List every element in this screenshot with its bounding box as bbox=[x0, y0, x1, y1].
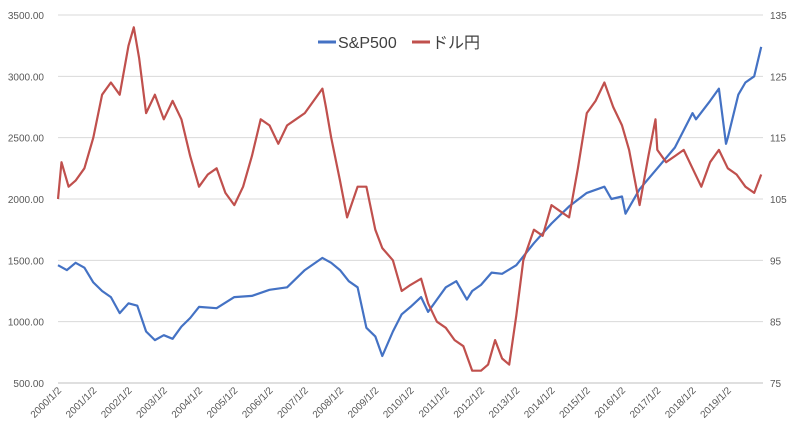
x-tick-label: 2008/1/2 bbox=[311, 385, 347, 421]
x-tick-label: 2004/1/2 bbox=[170, 385, 206, 421]
x-axis: 2000/1/2 2001/1/2 2002/1/2 2003/1/2 2004/1/2… bbox=[29, 382, 763, 421]
x-tick-label: 2015/1/2 bbox=[558, 385, 594, 421]
left-tick-label: 1500.00 bbox=[8, 256, 45, 267]
x-tick-label: 2016/1/2 bbox=[593, 385, 629, 421]
x-tick-label: 2006/1/2 bbox=[240, 385, 276, 421]
x-tick-label: 2018/1/2 bbox=[663, 385, 699, 421]
x-tick-label: 2007/1/2 bbox=[276, 385, 312, 421]
right-y-axis: 75 85 95 105 115 125 135 bbox=[770, 11, 787, 390]
x-tick-label: 2011/1/2 bbox=[417, 385, 452, 420]
x-tick-label: 2003/1/2 bbox=[135, 385, 171, 421]
right-tick-label: 115 bbox=[770, 134, 786, 145]
x-tick-label: 2014/1/2 bbox=[522, 385, 558, 421]
gridlines bbox=[58, 14, 763, 384]
right-tick-label: 85 bbox=[770, 318, 782, 329]
right-tick-label: 125 bbox=[770, 72, 787, 83]
right-tick-label: 75 bbox=[770, 379, 782, 390]
x-tick-label: 2005/1/2 bbox=[205, 385, 241, 421]
legend: S&P500 ドル円 bbox=[318, 35, 480, 52]
x-tick-label: 2012/1/2 bbox=[452, 385, 488, 421]
series-lines bbox=[56, 26, 763, 372]
left-tick-label: 3000.00 bbox=[8, 72, 45, 83]
x-tick-label: 2000/1/2 bbox=[29, 385, 65, 421]
x-tick-label: 2010/1/2 bbox=[381, 385, 417, 421]
right-tick-label: 105 bbox=[770, 195, 787, 206]
left-tick-label: 500.00 bbox=[13, 379, 44, 390]
sp500-series-line bbox=[57, 46, 763, 358]
x-tick-label: 2017/1/2 bbox=[628, 385, 664, 421]
legend-label-usdjpy: ドル円 bbox=[432, 35, 480, 52]
usdjpy-series-line bbox=[56, 26, 763, 372]
left-tick-label: 3500.00 bbox=[8, 11, 45, 22]
left-tick-label: 1000.00 bbox=[8, 318, 45, 329]
legend-label-sp500: S&P500 bbox=[338, 35, 397, 52]
x-tick-label: 2019/1/2 bbox=[699, 385, 735, 421]
right-tick-label: 135 bbox=[770, 11, 787, 22]
left-y-axis: 500.00 1000.00 1500.00 2000.00 2500.00 3000.0… bbox=[8, 11, 45, 390]
left-tick-label: 2000.00 bbox=[8, 195, 45, 206]
x-tick-label: 2001/1/2 bbox=[64, 385, 100, 421]
x-tick-label: 2009/1/2 bbox=[346, 385, 382, 421]
x-tick-label: 2002/1/2 bbox=[99, 385, 135, 421]
x-tick-label: 2013/1/2 bbox=[487, 385, 523, 421]
right-tick-label: 95 bbox=[770, 256, 782, 267]
left-tick-label: 2500.00 bbox=[8, 134, 45, 145]
